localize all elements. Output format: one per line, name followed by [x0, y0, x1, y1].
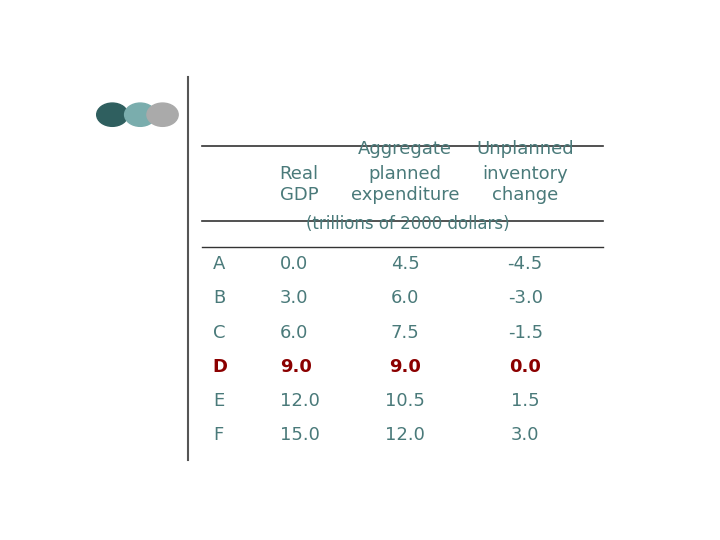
Text: 12.0: 12.0: [385, 426, 426, 444]
Text: Unplanned: Unplanned: [477, 140, 574, 158]
Text: D: D: [213, 357, 228, 376]
Text: (trillions of 2000 dollars): (trillions of 2000 dollars): [306, 215, 510, 233]
Text: 12.0: 12.0: [280, 392, 320, 410]
Text: 15.0: 15.0: [280, 426, 320, 444]
Text: E: E: [213, 392, 224, 410]
Text: 6.0: 6.0: [280, 323, 308, 342]
Text: Aggregate: Aggregate: [359, 140, 452, 158]
Text: A: A: [213, 255, 225, 273]
Circle shape: [147, 103, 178, 126]
Text: 3.0: 3.0: [280, 289, 308, 307]
Text: 3.0: 3.0: [511, 426, 539, 444]
Text: 7.5: 7.5: [391, 323, 420, 342]
Text: C: C: [213, 323, 225, 342]
Text: planned: planned: [369, 165, 442, 183]
Text: 1.5: 1.5: [511, 392, 539, 410]
Text: 4.5: 4.5: [391, 255, 420, 273]
Circle shape: [96, 103, 128, 126]
Text: Real: Real: [280, 165, 319, 183]
Circle shape: [125, 103, 156, 126]
Text: 6.0: 6.0: [391, 289, 420, 307]
Text: inventory: inventory: [482, 165, 568, 183]
Text: 0.0: 0.0: [509, 357, 541, 376]
Text: 0.0: 0.0: [280, 255, 308, 273]
Text: -3.0: -3.0: [508, 289, 543, 307]
Text: GDP: GDP: [280, 186, 318, 204]
Text: F: F: [213, 426, 223, 444]
Text: -4.5: -4.5: [508, 255, 543, 273]
Text: change: change: [492, 186, 559, 204]
Text: B: B: [213, 289, 225, 307]
Text: 9.0: 9.0: [390, 357, 421, 376]
Text: -1.5: -1.5: [508, 323, 543, 342]
Text: expenditure: expenditure: [351, 186, 459, 204]
Text: 9.0: 9.0: [280, 357, 312, 376]
Text: 10.5: 10.5: [385, 392, 426, 410]
